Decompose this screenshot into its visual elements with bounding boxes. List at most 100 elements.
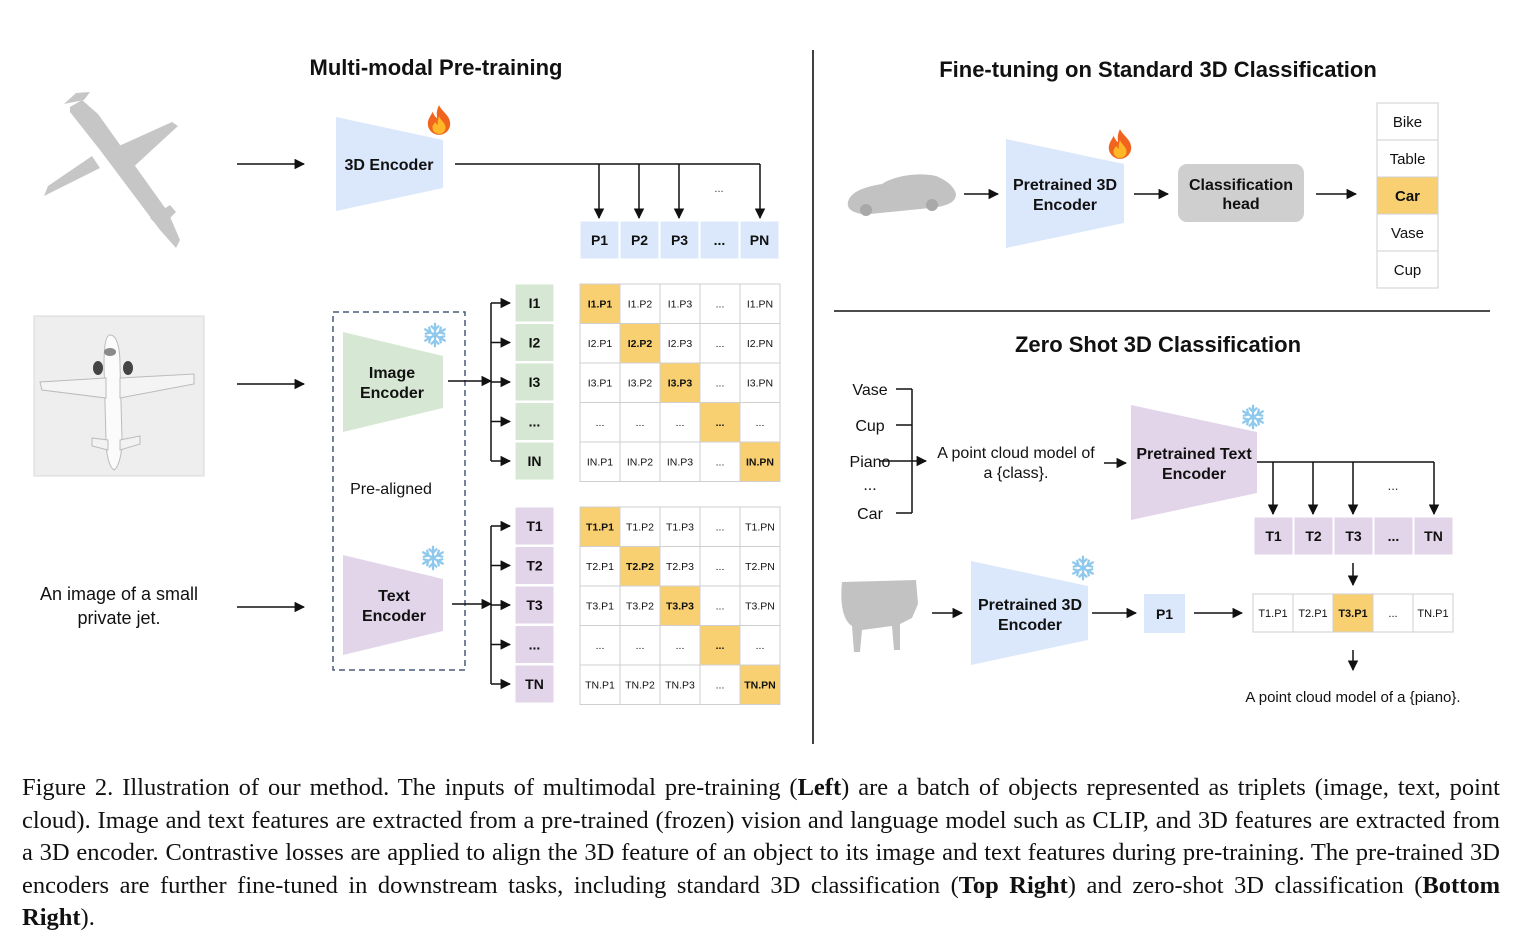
text-input-line1: An image of a small [40,584,198,604]
image-similarity-cell: IN.P3 [659,441,701,482]
svg-text:P2: P2 [631,232,648,248]
candidate-class: Car [857,506,883,523]
method-diagram: Multi-modal Pre-training An image of a s… [33,50,1490,744]
svg-text:I1.P1: I1.P1 [588,299,613,311]
svg-text:T2.PN: T2.PN [745,561,775,573]
image-token: ... [514,402,555,441]
left-title: Multi-modal Pre-training [310,55,563,80]
class-list: Bike Table Car Vase Cup [1376,102,1439,289]
zs-text-token: T1 [1253,516,1294,556]
text-similarity-cell: ... [579,625,621,666]
svg-text:Encoder: Encoder [998,617,1062,634]
svg-text:...: ... [756,640,765,652]
svg-text:T3: T3 [526,597,543,613]
svg-text:I2: I2 [529,335,541,351]
zs-text-token: ... [1373,516,1414,556]
image-similarity-cell: I1.P3 [659,283,701,324]
point-token: PN [739,220,780,260]
pretrained-text-encoder: Pretrained Text Encoder [1131,405,1257,520]
image-similarity-cell: I3.PN [739,362,781,403]
svg-text:T2.P1: T2.P1 [1298,608,1327,620]
svg-text:...: ... [636,640,645,652]
image-similarity-cell: ... [659,402,701,443]
svg-text:IN.P1: IN.P1 [587,457,613,469]
caption-bold-segment: Bottom Right [22,871,1500,932]
svg-text:Encoder: Encoder [1033,197,1097,214]
svg-text:T2: T2 [526,558,543,574]
zero-shot-class-list: Vase Cup Piano... Car [850,382,891,523]
snowflake-icon [1242,404,1264,430]
svg-text:...: ... [756,417,765,429]
svg-text:...: ... [596,417,605,429]
image-similarity-cell: IN.PN [739,441,781,482]
image-similarity-cell: I2.P1 [579,323,621,364]
caption-segment: ). [80,904,95,931]
svg-text:Table: Table [1390,151,1426,168]
image-similarity-cell: ... [699,441,741,482]
svg-text:...: ... [1388,528,1400,544]
candidate-class: Cup [855,418,884,435]
svg-text:...: ... [716,417,725,429]
svg-text:TN.P2: TN.P2 [625,680,655,692]
caption-segment: ) are a batch of objects represented as … [22,774,1500,899]
class-option: Table [1376,139,1439,178]
svg-text:T3.P2: T3.P2 [626,601,654,613]
svg-text:TN: TN [525,676,544,692]
svg-text:Cup: Cup [1394,262,1422,279]
svg-text:head: head [1222,196,1259,213]
svg-text:T1: T1 [1265,528,1282,544]
svg-text:T1.P1: T1.P1 [586,522,614,534]
prompt-template-line2: a {class}. [984,465,1049,482]
text-token: T2 [514,546,555,585]
image-similarity-cell: ... [699,323,741,364]
caption-bold-segment: Top Right [958,871,1068,899]
caption-bold-segment: Left [797,774,842,801]
svg-text:T2: T2 [1305,528,1322,544]
zero-shot-similarity-row: T1.P1 T2.P1 T3.P1... TN.P1 [1252,593,1454,633]
zs-fanout-dots: ... [1388,478,1399,493]
image-similarity-cell: I2.PN [739,323,781,364]
svg-text:...: ... [716,561,725,573]
image-similarity-cell: ... [579,402,621,443]
text-similarity-cell: ... [699,546,741,587]
image-similarity-cell: I2.P2 [619,323,661,364]
figure-caption: Figure 2. Illustration of our method. Th… [22,772,1500,935]
svg-text:...: ... [714,232,726,248]
svg-text:Bike: Bike [1393,114,1422,131]
svg-text:IN.PN: IN.PN [746,457,774,469]
svg-text:Image: Image [369,365,415,382]
image-similarity-cell: I1.PN [739,283,781,324]
text-similarity-cell: T3.P3 [659,585,701,626]
top-right-title: Fine-tuning on Standard 3D Classificatio… [939,57,1377,82]
svg-text:...: ... [529,414,541,430]
caption-segment: ) and zero-shot 3D classification ( [1067,871,1423,899]
class-option: Car [1376,176,1439,215]
svg-text:TN.P3: TN.P3 [665,680,695,692]
svg-text:...: ... [716,640,725,652]
image-similarity-cell: I3.P1 [579,362,621,403]
svg-text:T1.P1: T1.P1 [1258,608,1287,620]
svg-text:...: ... [716,680,725,692]
svg-text:...: ... [716,299,725,311]
bottom-right-title: Zero Shot 3D Classification [1015,332,1301,357]
point-feature-token: P1 [1144,594,1185,633]
text-similarity-cell: TN.P3 [659,664,701,705]
piano-point-cloud [841,580,918,652]
text-similarity-cell: T1.P2 [619,506,661,547]
svg-text:TN.P1: TN.P1 [1417,608,1448,620]
svg-text:3D Encoder: 3D Encoder [345,157,434,174]
svg-text:TN.P1: TN.P1 [585,680,615,692]
svg-text:P3: P3 [671,232,688,248]
zs-text-token: T3 [1333,516,1374,556]
class-option: Bike [1376,102,1439,141]
point-token-row: P1 P2 P3... PN [579,220,780,260]
text-similarity-cell: ... [659,625,701,666]
text-similarity-cell: TN.P1 [579,664,621,705]
svg-text:IN.P2: IN.P2 [627,457,653,469]
3d-encoder: 3D Encoder [336,117,443,211]
zs-score-cell: T1.P1 [1252,593,1294,633]
flame-icon [427,105,451,135]
image-similarity-cell: IN.P1 [579,441,621,482]
svg-text:T2.P1: T2.P1 [586,561,614,573]
svg-text:I2.P2: I2.P2 [628,338,653,350]
